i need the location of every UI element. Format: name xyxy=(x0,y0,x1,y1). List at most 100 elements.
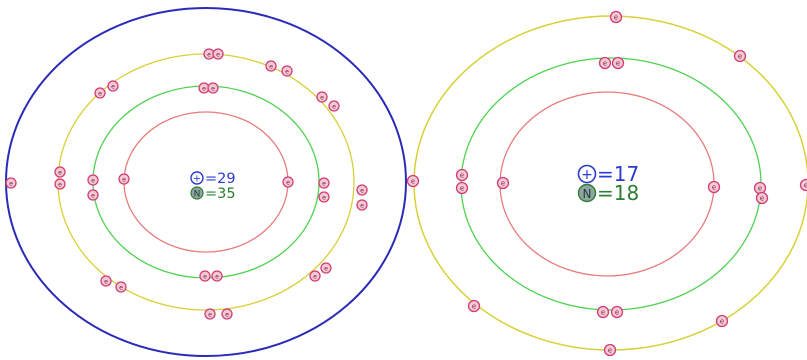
electron: e xyxy=(455,181,469,195)
electron-symbol: e xyxy=(472,302,476,310)
neutron-icon: N xyxy=(190,186,204,200)
electron: e xyxy=(609,10,623,24)
electron-symbol: e xyxy=(119,284,123,291)
electron: e xyxy=(610,305,624,319)
electron-symbol: e xyxy=(58,181,62,188)
electron-symbol: e xyxy=(122,176,126,183)
electron: e xyxy=(87,174,99,186)
neutron-count: =35 xyxy=(205,186,236,202)
electron: e xyxy=(5,177,17,189)
electron-symbol: e xyxy=(207,51,211,58)
electron: e xyxy=(318,191,330,203)
electron-symbol: e xyxy=(804,181,807,189)
electron-symbol: e xyxy=(615,308,619,316)
electron: e xyxy=(211,270,223,282)
electron: e xyxy=(406,174,420,188)
electron: e xyxy=(87,189,99,201)
electron: e xyxy=(281,65,293,77)
proton-symbol: + xyxy=(581,167,593,183)
electron-symbol: e xyxy=(332,103,336,110)
electron-symbol: e xyxy=(320,94,324,101)
electron-symbol: e xyxy=(286,179,290,186)
electron-symbol: e xyxy=(211,85,215,92)
proton-count: =29 xyxy=(205,171,236,187)
electron-symbol: e xyxy=(608,346,612,354)
electron: e xyxy=(115,281,127,293)
electron-symbol: e xyxy=(360,202,364,209)
neutron-icon: N xyxy=(577,183,597,203)
electron-symbol: e xyxy=(322,194,326,201)
electron-symbol: e xyxy=(614,13,618,21)
electron: e xyxy=(318,177,330,189)
electron: e xyxy=(603,343,617,357)
electron: e xyxy=(755,191,769,205)
electron: e xyxy=(100,275,112,287)
electron-symbol: e xyxy=(411,177,415,185)
electron-symbol: e xyxy=(58,169,62,176)
electron: e xyxy=(455,168,469,182)
electron: e xyxy=(356,199,368,211)
electron-symbol: e xyxy=(104,278,108,285)
electron: e xyxy=(118,173,130,185)
electron: e xyxy=(715,314,729,328)
proton-icon: + xyxy=(577,164,597,184)
electron: e xyxy=(204,308,216,320)
electron-symbol: e xyxy=(313,273,317,280)
electron: e xyxy=(467,299,481,313)
electron: e xyxy=(598,56,612,70)
electron-symbol: e xyxy=(601,308,605,316)
neutron-symbol: N xyxy=(583,187,592,201)
electron: e xyxy=(799,178,807,192)
electron-symbol: e xyxy=(322,180,326,187)
electron-symbol: e xyxy=(720,317,724,325)
electron-symbol: e xyxy=(758,184,762,192)
electron-symbol: e xyxy=(98,90,102,97)
electron-symbol: e xyxy=(269,63,273,70)
electron-symbol: e xyxy=(202,85,206,92)
proton-count: =17 xyxy=(597,162,639,186)
electron: e xyxy=(107,80,119,92)
electron: e xyxy=(282,176,294,188)
electron-symbol: e xyxy=(203,273,207,280)
proton-symbol: + xyxy=(193,174,201,185)
electron-symbol: e xyxy=(208,311,212,318)
electron: e xyxy=(496,176,510,190)
nucleus-chlorine: + =17 N =18 xyxy=(577,162,639,205)
electron: e xyxy=(221,308,233,320)
nucleus-copper: + =29 N =35 xyxy=(190,171,236,202)
electron: e xyxy=(54,178,66,190)
electron-symbol: e xyxy=(360,187,364,194)
electron-symbol: e xyxy=(215,273,219,280)
electron: e xyxy=(753,181,767,195)
electron-symbol: e xyxy=(91,192,95,199)
electron-symbol: e xyxy=(216,51,220,58)
electron: e xyxy=(596,305,610,319)
electron: e xyxy=(611,56,625,70)
electron-symbol: e xyxy=(324,265,328,272)
electron: e xyxy=(199,270,211,282)
electron-symbol: e xyxy=(460,171,464,179)
electron: e xyxy=(54,166,66,178)
electron-symbol: e xyxy=(760,194,764,202)
electron-symbol: e xyxy=(712,183,716,191)
electron: e xyxy=(309,270,321,282)
electron-symbol: e xyxy=(501,179,505,187)
electron-symbol: e xyxy=(738,52,742,60)
electron: e xyxy=(328,100,340,112)
electron-symbol: e xyxy=(225,311,229,318)
electron: e xyxy=(733,49,747,63)
electron: e xyxy=(316,91,328,103)
electron-symbol: e xyxy=(460,184,464,192)
proton-icon: + xyxy=(190,171,204,185)
neutron-symbol: N xyxy=(194,190,201,200)
electron-symbol: e xyxy=(285,68,289,75)
electron: e xyxy=(356,184,368,196)
electron: e xyxy=(707,180,721,194)
electron: e xyxy=(265,60,277,72)
